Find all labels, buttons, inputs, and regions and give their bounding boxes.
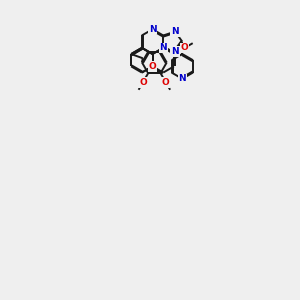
Text: N: N: [159, 43, 167, 52]
Text: O: O: [181, 43, 188, 52]
Text: N: N: [171, 47, 179, 56]
Text: N: N: [178, 74, 186, 83]
Text: O: O: [139, 78, 147, 87]
Text: N: N: [149, 25, 156, 34]
Text: N: N: [171, 27, 179, 36]
Text: O: O: [162, 78, 170, 87]
Text: O: O: [149, 62, 156, 71]
